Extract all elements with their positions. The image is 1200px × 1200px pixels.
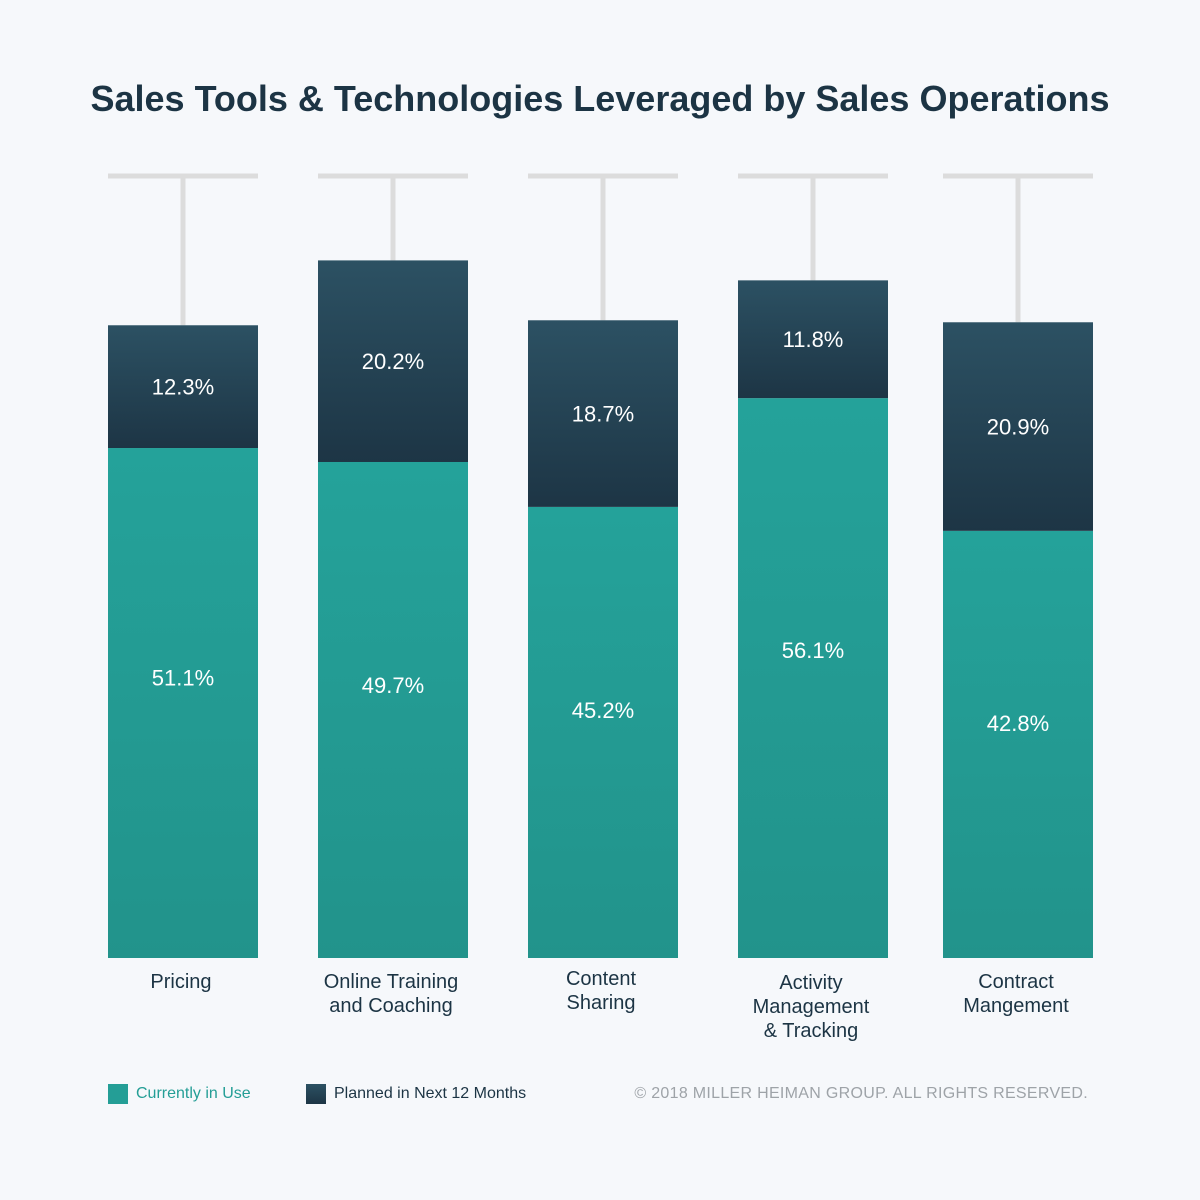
copyright-notice: © 2018 MILLER HEIMAN GROUP. ALL RIGHTS R…	[634, 1085, 1088, 1102]
category-label-1-line-0: Online Training	[324, 971, 459, 993]
bar-planned-4	[943, 322, 1093, 531]
bar-planned-2	[528, 320, 678, 507]
stacked-bar-chart: 51.1% 12.3% Pricing 49.7% 20.2% Online Traini…	[108, 173, 1093, 1042]
legend-label-current: Currently in Use	[136, 1085, 251, 1102]
legend-swatch-current	[108, 1084, 128, 1104]
bar-current-2	[528, 506, 678, 958]
data-label-planned-1: 20.2%	[362, 349, 424, 374]
category-label-2-line-0: Content	[566, 968, 636, 990]
bar-planned-3	[738, 280, 888, 399]
chart-title: Sales Tools & Technologies Leveraged by …	[90, 78, 1110, 119]
data-label-planned-0: 12.3%	[152, 375, 214, 400]
legend-item-planned: Planned in Next 12 Months	[306, 1083, 526, 1105]
bar-current-0	[108, 448, 258, 958]
bar-current-4	[943, 530, 1093, 958]
category-label-4-line-1: Mangement	[963, 995, 1069, 1017]
legend-item-current: Currently in Use	[108, 1083, 251, 1105]
data-label-current-3: 56.1%	[782, 638, 844, 663]
bar-current-3	[738, 398, 888, 958]
category-label-3-line-1: Management	[753, 996, 870, 1018]
data-label-current-4: 42.8%	[987, 711, 1049, 736]
data-label-planned-4: 20.9%	[987, 415, 1049, 440]
bar-planned-1	[318, 260, 468, 462]
data-label-planned-2: 18.7%	[572, 402, 634, 427]
bar-planned-0	[108, 325, 258, 449]
data-label-planned-3: 11.8%	[783, 327, 844, 352]
category-label-0-line-0: Pricing	[150, 971, 211, 993]
category-label-2-line-1: Sharing	[567, 992, 636, 1014]
data-label-current-2: 45.2%	[572, 698, 634, 723]
legend-label-planned: Planned in Next 12 Months	[334, 1085, 527, 1102]
category-label-3-line-0: Activity	[779, 972, 842, 994]
bar-current-1	[318, 461, 468, 958]
category-label-3-line-2: & Tracking	[764, 1020, 858, 1042]
data-label-current-1: 49.7%	[362, 673, 424, 698]
legend-swatch-planned	[306, 1084, 326, 1104]
data-label-current-0: 51.1%	[152, 666, 214, 691]
category-label-4-line-0: Contract	[978, 971, 1054, 993]
category-label-1-line-1: and Coaching	[329, 995, 452, 1017]
